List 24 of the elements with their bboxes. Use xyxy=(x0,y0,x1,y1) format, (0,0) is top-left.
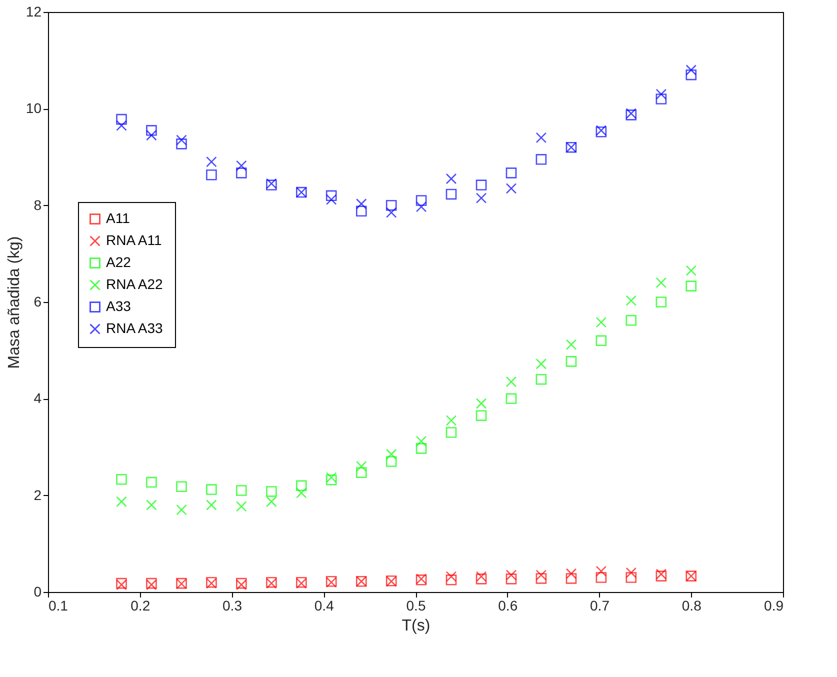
x-tick-label: 0.4 xyxy=(314,598,334,614)
y-axis-title: Masa añadida (kg) xyxy=(6,236,23,369)
x-tick-label: 0.6 xyxy=(498,598,518,614)
y-tick-label: 2 xyxy=(34,486,42,503)
x-tick-label: 0.2 xyxy=(130,598,150,614)
x-tick-label: 0.7 xyxy=(590,598,610,614)
y-tick-label: 0 xyxy=(34,584,42,600)
legend-label: RNA A22 xyxy=(106,276,164,292)
legend-label: A33 xyxy=(106,298,132,314)
y-tick-label: 4 xyxy=(34,390,42,406)
legend-label: RNA A33 xyxy=(106,320,164,336)
legend-label: A11 xyxy=(106,210,130,226)
x-tick-label: 0.1 xyxy=(48,598,68,614)
x-tick-label: 0.5 xyxy=(406,598,426,614)
legend-label: RNA A11 xyxy=(106,232,162,248)
x-tick-label: 0.9 xyxy=(764,598,784,614)
x-tick-label: 0.3 xyxy=(222,598,242,614)
y-tick-label: 12 xyxy=(26,4,42,20)
y-tick-label: 10 xyxy=(26,100,42,116)
legend-label: A22 xyxy=(106,254,132,270)
x-axis-title: T(s) xyxy=(402,618,430,634)
x-tick-label: 0.8 xyxy=(682,598,702,614)
y-tick-label: 8 xyxy=(34,196,42,213)
y-tick-label: 6 xyxy=(34,294,42,310)
